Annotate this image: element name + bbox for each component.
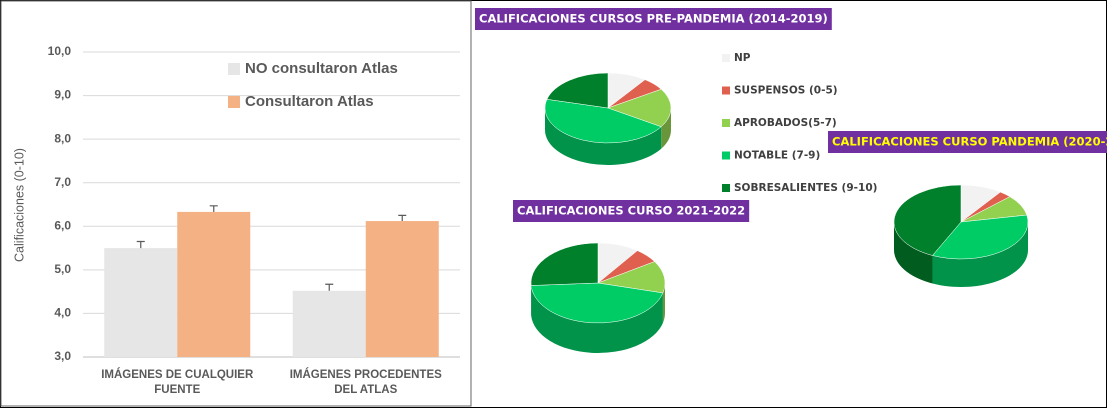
pie-slice: [932, 214, 1029, 288]
pie-title: CALIFICACIONES CURSO PANDEMIA (2020-21): [832, 135, 1107, 149]
pie-top: [932, 214, 1029, 260]
pie-side: [544, 108, 662, 166]
pie-slice: [530, 242, 599, 316]
error-bar: [136, 240, 145, 249]
legend-label: SUSPENSOS (0-5): [734, 85, 838, 97]
error-bar: [398, 214, 407, 222]
legend-label: NOTABLE (7-9): [734, 150, 820, 162]
legend-label: Consultaron Atlas: [245, 93, 374, 110]
pie-top: [544, 99, 662, 144]
pie-top: [546, 72, 609, 109]
legend-swatch: [228, 63, 240, 75]
bar: [365, 221, 439, 357]
x-tick-label: IMÁGENES PROCEDENTES DEL ATLAS: [290, 368, 442, 396]
pie-slice: [597, 261, 666, 323]
y-tick-label: 8,0: [54, 131, 71, 145]
pie-title: CALIFICACIONES CURSO 2021-2022: [517, 204, 745, 218]
title-box: [828, 131, 1107, 153]
pie-top: [893, 184, 962, 256]
pie-slice: [544, 99, 662, 166]
y-tick-label: 4,0: [54, 306, 71, 320]
pie-side: [932, 222, 1029, 288]
y-tick-label: 5,0: [54, 262, 71, 276]
y-tick-label: 3,0: [54, 349, 71, 363]
title-box: [475, 8, 832, 30]
bar: [292, 290, 366, 357]
legend-label: NO consultaron Atlas: [245, 60, 398, 77]
error-bar: [209, 205, 218, 212]
pie-slice: [546, 72, 609, 109]
pie-side: [531, 285, 663, 354]
pie-top: [607, 88, 672, 128]
legend-label: SOBRESALIENTES (9-10): [734, 182, 877, 194]
legend-label: NP: [734, 52, 751, 64]
legend-swatch: [722, 151, 730, 160]
bar: [177, 211, 251, 357]
pie-top: [597, 261, 666, 294]
pie-top: [530, 242, 599, 286]
y-tick-label: 7,0: [54, 175, 71, 189]
legend-swatch: [228, 96, 240, 108]
pie-title: CALIFICACIONES CURSOS PRE-PANDEMIA (2014…: [479, 12, 828, 26]
legend-swatch: [722, 119, 730, 127]
bar-panel: [0, 0, 472, 407]
pie-side: [894, 222, 933, 284]
pie-slice: [607, 88, 672, 149]
y-tick-label: 6,0: [54, 218, 71, 232]
error-bar: [325, 283, 334, 291]
pie-slice: [893, 184, 962, 284]
legend-label: APROBADOS(5-7): [734, 117, 837, 129]
x-tick-label: IMÁGENES DE CUALQUIER FUENTE: [101, 368, 254, 396]
legend-swatch: [722, 184, 730, 192]
y-axis-label: Calificaciones (0-10): [12, 148, 26, 262]
y-tick-label: 9,0: [54, 88, 71, 102]
pie-side: [662, 283, 665, 323]
legend-swatch: [722, 54, 730, 62]
bar: [104, 248, 178, 357]
pie-slice: [530, 282, 664, 354]
legend-swatch: [722, 86, 730, 95]
title-box: [513, 200, 750, 222]
pie-top: [530, 282, 664, 324]
y-tick-label: 10,0: [48, 44, 72, 58]
